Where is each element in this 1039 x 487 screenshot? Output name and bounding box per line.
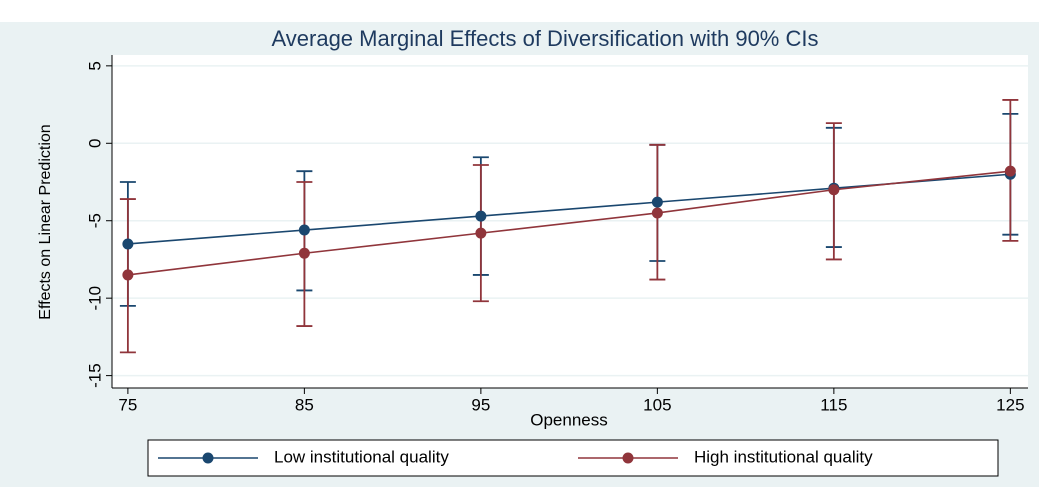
y-axis-label: Effects on Linear Prediction [37, 124, 54, 319]
legend [147, 439, 999, 477]
x-axis-label: Openness [530, 410, 608, 429]
y-tick-label: -5 [85, 213, 104, 228]
chart-title: Average Marginal Effects of Diversificat… [272, 26, 819, 51]
plot-area [112, 55, 1028, 388]
x-tick-label: 105 [643, 395, 671, 414]
x-tick-label: 75 [118, 395, 137, 414]
legend-marker [622, 452, 634, 464]
point [1004, 165, 1016, 177]
x-tick-label: 115 [820, 395, 847, 414]
point [475, 227, 487, 239]
legend-label: High institutional quality [694, 447, 873, 466]
point [828, 184, 840, 196]
legend-marker [202, 452, 214, 464]
legend-label: Low institutional quality [274, 447, 449, 466]
point [651, 196, 663, 208]
x-tick-label: 95 [471, 395, 490, 414]
point [475, 210, 487, 222]
x-tick-label: 85 [295, 395, 314, 414]
point [298, 224, 310, 236]
point [122, 238, 134, 250]
y-tick-label: -10 [85, 286, 104, 311]
y-tick-label: 0 [85, 139, 104, 148]
x-tick-label: 125 [996, 395, 1024, 414]
series-line [127, 170, 1011, 276]
y-tick-label: 5 [85, 61, 104, 70]
point [651, 207, 663, 219]
point [298, 247, 310, 259]
y-tick-label: -15 [85, 363, 104, 388]
point [122, 269, 134, 281]
